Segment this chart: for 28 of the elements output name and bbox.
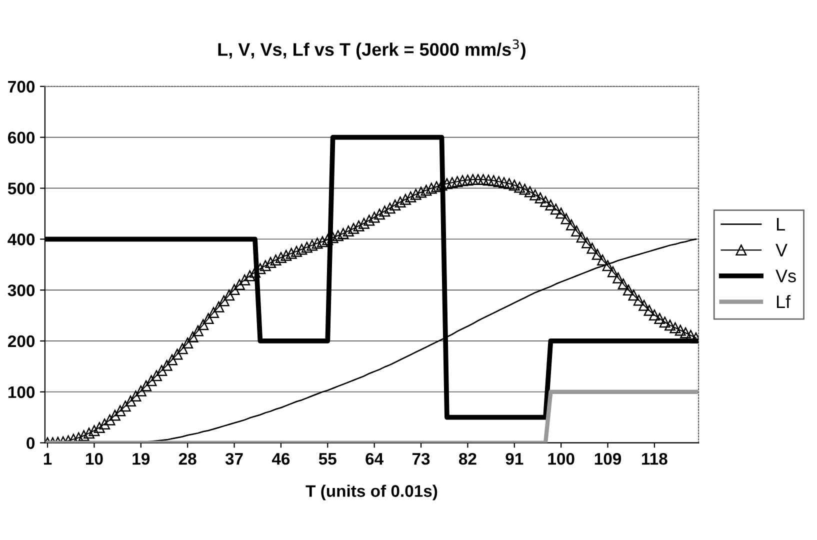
y-tick-label: 700 — [8, 80, 35, 93]
x-tick-label: 91 — [506, 452, 524, 465]
y-tick-label: 400 — [8, 234, 35, 246]
y-tick-label: 0 — [26, 437, 35, 450]
y-tick-label: 600 — [8, 132, 35, 144]
x-tick-label: 109 — [594, 452, 622, 465]
x-tick-label: 10 — [86, 452, 103, 465]
legend-label: L — [776, 218, 785, 230]
x-tick-label: 19 — [132, 452, 150, 465]
y-tick-label: 500 — [8, 182, 35, 194]
chart-title: L, V, Vs, Lf vs T (Jerk = 5000 mm/s$^{3}$) — [218, 39, 526, 60]
legend-label: Vs — [776, 270, 796, 282]
x-tick-label: 100 — [548, 452, 574, 465]
y-tick-label: 100 — [8, 386, 35, 398]
x-tick-label: 73 — [412, 452, 430, 465]
legend-label: Lf — [776, 294, 791, 308]
x-tick-label: 46 — [272, 452, 290, 465]
y-tick-label: 300 — [8, 284, 35, 296]
x-tick-label: 37 — [225, 452, 243, 465]
x-tick-label: 82 — [458, 452, 476, 465]
x-tick-label: 28 — [178, 452, 196, 465]
x-tick-label: 64 — [366, 452, 384, 465]
x-axis-title: T (units of 0.01s) — [306, 484, 438, 500]
legend-label: V — [776, 244, 788, 256]
y-tick-label: 200 — [8, 335, 35, 348]
x-tick-label: 55 — [318, 453, 336, 465]
x-tick-label: 118 — [642, 452, 668, 465]
x-tick-label: 1 — [44, 453, 52, 465]
